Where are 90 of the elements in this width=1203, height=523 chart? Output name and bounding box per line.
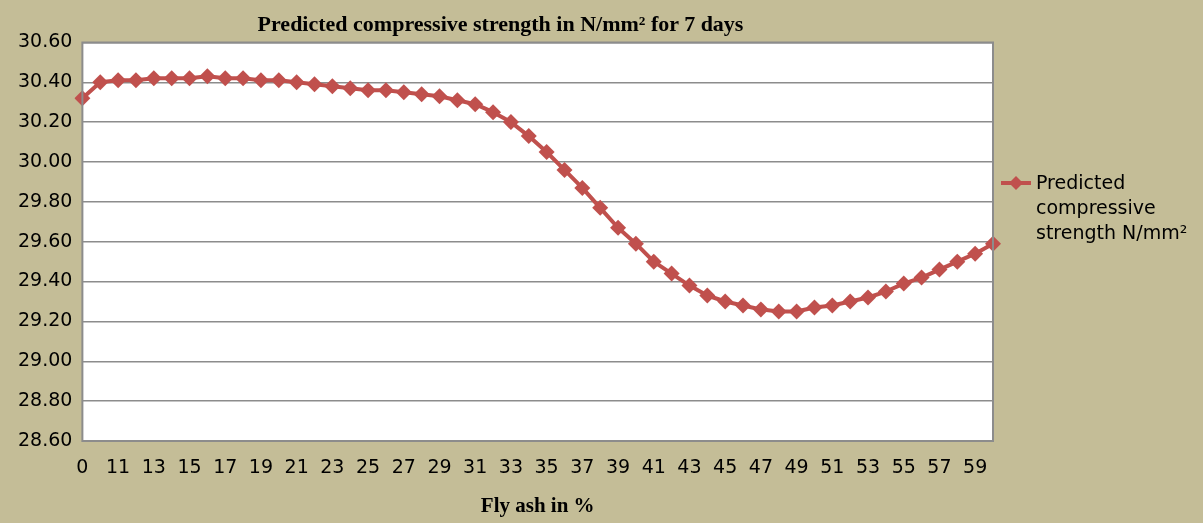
point: [288, 74, 305, 91]
x-tick-label: 59: [963, 455, 988, 478]
x-tick-label: 29: [427, 455, 452, 478]
point: [949, 253, 966, 270]
point: [377, 82, 394, 99]
point: [342, 80, 359, 97]
point: [788, 303, 805, 320]
x-tick-label: 35: [534, 455, 559, 478]
point: [610, 219, 627, 236]
chart-title: Predicted compressive strength in N/mm² for 7 days: [257, 10, 744, 36]
y-tick-label: 30.00: [17, 148, 73, 171]
point: [931, 261, 948, 278]
point: [699, 287, 716, 304]
point: [860, 289, 877, 306]
point: [556, 161, 573, 178]
point: [627, 235, 644, 252]
x-tick-label: 19: [248, 455, 274, 478]
y-tick-label: 29.20: [17, 308, 73, 331]
x-tick-label: 57: [927, 455, 952, 478]
point: [252, 72, 269, 89]
point: [806, 299, 823, 316]
point: [717, 293, 734, 310]
point: [431, 88, 448, 105]
point: [502, 114, 519, 131]
point: [92, 74, 109, 91]
point: [824, 297, 841, 314]
point: [770, 303, 787, 320]
point: [895, 275, 912, 292]
point: [324, 78, 341, 95]
point: [217, 70, 234, 87]
legend-label: Predicted compressive strength N/mm²: [1036, 170, 1189, 245]
x-tick-label: 37: [570, 455, 595, 478]
x-tick-label: 23: [320, 455, 345, 478]
point: [467, 96, 484, 113]
point: [413, 86, 430, 103]
y-tick-label: 30.20: [17, 109, 73, 132]
x-tick-label: 33: [498, 455, 524, 478]
point: [360, 82, 377, 99]
x-tick-label: 47: [748, 455, 773, 478]
x-tick-label: 0: [76, 455, 89, 478]
x-tick-label: 27: [391, 455, 416, 478]
x-tick-label: 17: [213, 455, 238, 478]
point: [181, 70, 198, 87]
y-tick-label: 28.60: [17, 427, 73, 450]
point: [538, 144, 555, 161]
y-tick-label: 29.60: [17, 228, 73, 251]
x-tick-label: 31: [463, 455, 488, 478]
point: [574, 179, 591, 196]
x-tick-label: 55: [891, 455, 916, 478]
x-tick-label: 49: [784, 455, 809, 478]
x-tick-label: 41: [641, 455, 666, 478]
y-tick-label: 30.60: [17, 29, 73, 52]
x-tick-label: 51: [820, 455, 845, 478]
point: [485, 104, 502, 121]
x-tick-label: 53: [855, 455, 881, 478]
point: [592, 199, 609, 216]
x-tick-label: 43: [677, 455, 702, 478]
point: [735, 297, 752, 314]
x-tick-label: 45: [713, 455, 738, 478]
y-tick-label: 30.40: [17, 69, 73, 92]
point: [913, 269, 930, 286]
point: [645, 253, 662, 270]
point: [663, 265, 680, 282]
point: [270, 72, 287, 89]
x-axis-title: Fly ash in %: [480, 492, 595, 517]
point: [127, 72, 144, 89]
y-tick-label: 29.80: [17, 188, 73, 211]
point: [520, 128, 537, 145]
point: [877, 283, 894, 300]
point: [752, 301, 769, 318]
x-tick-label: 39: [605, 455, 631, 478]
x-tick-label: 13: [141, 455, 166, 478]
point: [235, 70, 252, 87]
point: [967, 245, 984, 262]
y-tick-label: 28.80: [17, 388, 73, 411]
y-tick-label: 29.40: [17, 268, 73, 291]
x-tick-label: 11: [106, 455, 131, 478]
x-tick-label: 15: [177, 455, 202, 478]
point: [163, 70, 180, 87]
point: [145, 70, 162, 87]
point: [199, 68, 216, 85]
point: [395, 84, 412, 101]
point: [306, 76, 323, 93]
point: [449, 92, 466, 109]
point: [842, 293, 859, 310]
point: [681, 277, 698, 294]
x-tick-label: 25: [355, 455, 381, 478]
point: [110, 72, 127, 89]
x-tick-label: 21: [284, 455, 309, 478]
y-tick-label: 29.00: [17, 348, 73, 371]
